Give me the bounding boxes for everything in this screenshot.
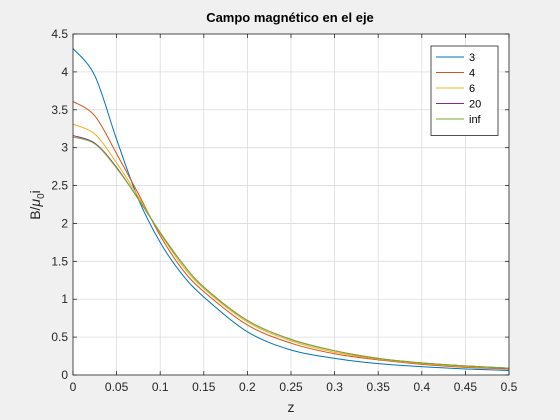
- x-tick-label: 0.3: [326, 380, 343, 394]
- y-tick-label: 4: [61, 65, 68, 79]
- legend-label-inf: inf: [469, 114, 482, 126]
- y-tick-label: 1: [61, 292, 68, 306]
- series-layer: [72, 48, 510, 371]
- y-tick-label: 2.5: [51, 179, 68, 193]
- legend-box: [430, 45, 499, 136]
- y-axis-label-tail: i: [27, 190, 43, 193]
- x-tick-label: 0.5: [501, 380, 518, 394]
- y-tick-label: 4.5: [51, 27, 68, 41]
- x-tick-label: 0.25: [279, 380, 303, 394]
- axis-ticks: 0 0.05 0.1 0.15 0.2 0.25 0.3 0.35 0.4 0.45 0.5 0 0.5…: [51, 27, 517, 394]
- y-tick-label: 1.5: [51, 254, 68, 268]
- y-tick-label: 2: [61, 216, 68, 230]
- x-tick-label: 0: [70, 380, 77, 394]
- legend-label-4: 4: [469, 68, 475, 80]
- legend-label-3: 3: [469, 52, 475, 64]
- x-tick-label: 0.2: [239, 380, 256, 394]
- y-tick-label: 0.5: [51, 330, 68, 344]
- y-axis-label-mu: μ: [27, 199, 43, 208]
- x-tick-label: 0.1: [152, 380, 169, 394]
- chart-title: Campo magnético en el eje: [206, 10, 374, 25]
- y-axis-label-main: B/: [27, 206, 43, 219]
- legend: 3 4 6 20 inf: [430, 45, 499, 136]
- x-tick-label: 0.45: [454, 380, 478, 394]
- x-tick-label: 0.35: [367, 380, 391, 394]
- y-tick-label: 3: [61, 141, 68, 155]
- series-line-inf: [72, 136, 510, 369]
- y-axis-label-sub: 0: [36, 193, 47, 199]
- x-tick-label: 0.05: [105, 380, 129, 394]
- x-tick-label: 0.4: [413, 380, 430, 394]
- series-line-3: [72, 48, 510, 371]
- y-tick-label: 3.5: [51, 103, 68, 117]
- series-line-4: [72, 101, 510, 370]
- legend-label-20: 20: [469, 99, 481, 111]
- y-tick-label: 0: [61, 368, 68, 382]
- series-line-6: [72, 123, 510, 369]
- x-axis-label: z: [288, 399, 295, 415]
- y-axis-label: B/μ0i: [27, 190, 47, 220]
- x-tick-label: 0.15: [192, 380, 216, 394]
- legend-label-6: 6: [469, 83, 475, 95]
